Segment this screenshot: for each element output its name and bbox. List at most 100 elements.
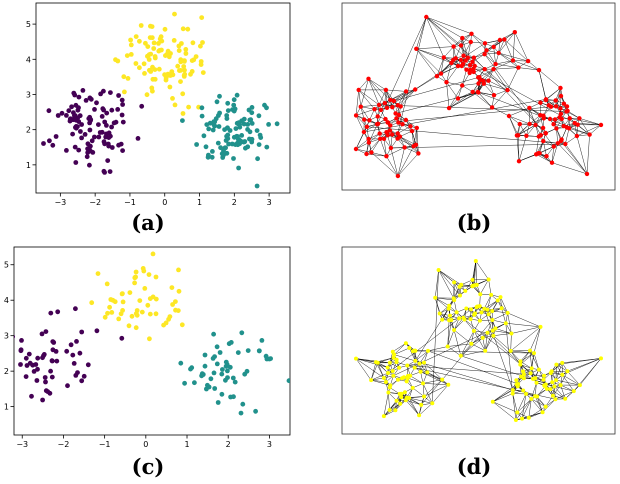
graph-edge — [434, 269, 439, 298]
scatter-point — [87, 162, 92, 168]
graph-node — [543, 131, 548, 136]
x-tick-label: 3 — [267, 440, 272, 449]
scatter-point — [201, 133, 207, 139]
graph-node — [477, 75, 482, 80]
scatter-point — [178, 68, 184, 73]
graph-node — [366, 136, 371, 142]
graph-node — [424, 14, 429, 20]
x-tick-label: −1 — [99, 440, 111, 449]
graph-edge — [483, 69, 494, 82]
graph-node — [566, 126, 572, 131]
graph-edge — [423, 362, 443, 380]
graph-edge — [576, 124, 602, 137]
graph-node — [430, 401, 435, 406]
graph-edge — [371, 377, 384, 381]
graph-edge — [360, 106, 370, 121]
graph-node — [455, 96, 461, 101]
graph-node — [577, 383, 582, 388]
graph-edge — [534, 382, 537, 397]
graph-edge — [508, 115, 520, 125]
graph-node — [558, 138, 564, 144]
graph-node — [587, 132, 592, 137]
graph-node — [452, 328, 457, 332]
graph-edge — [487, 294, 492, 310]
graph-node — [426, 348, 430, 353]
graph-edge — [511, 326, 541, 334]
x-tick-label: 2 — [232, 198, 237, 207]
scatter-point — [87, 120, 92, 126]
graph-node — [396, 112, 402, 118]
graph-node — [440, 317, 445, 322]
graph-node — [395, 136, 400, 141]
graph-edge — [370, 362, 377, 381]
graph-edge — [358, 89, 362, 107]
graph-node — [419, 402, 424, 407]
scatter-point — [178, 360, 184, 366]
graph-edge — [507, 312, 512, 334]
scatter-point — [169, 285, 175, 290]
scatter-point — [158, 34, 164, 40]
graph-edge — [453, 319, 465, 331]
graph-node — [366, 140, 372, 145]
scatter-point — [190, 40, 196, 46]
graph-edge — [493, 67, 519, 70]
scatter-point — [144, 92, 150, 98]
scatter-point — [46, 108, 52, 114]
graph-node — [444, 80, 449, 85]
graph-edge — [404, 147, 419, 154]
graph-node — [473, 259, 478, 263]
graph-node — [451, 44, 456, 49]
graph-edge — [399, 130, 413, 137]
scatter-point — [105, 158, 111, 164]
scatter-point — [102, 119, 108, 125]
x-tick-label: −1 — [124, 198, 136, 207]
scatter-point — [175, 63, 181, 69]
graph-node — [458, 43, 464, 48]
scatter-plot-a: −3 −2 −1 0 1 2 3 1 2 3 4 5 — [26, 2, 291, 207]
graph-edge — [512, 60, 529, 62]
scatter-point — [41, 352, 47, 357]
scatter-point — [95, 271, 101, 276]
graph-edge — [426, 16, 445, 58]
graph-node — [567, 116, 572, 121]
graph-edge — [416, 48, 438, 77]
scatter-point — [220, 367, 225, 372]
graph-node — [407, 346, 412, 350]
graph-node — [541, 377, 546, 382]
graph-node — [538, 324, 543, 329]
graph-edge — [529, 350, 540, 370]
graph-node — [561, 101, 567, 106]
scatter-point — [120, 102, 125, 107]
graph-edge — [449, 315, 455, 331]
graph-node — [403, 89, 409, 94]
graph-node — [558, 383, 563, 388]
graph-edge — [484, 335, 494, 351]
scatter-point — [239, 330, 245, 336]
scatter-point — [176, 288, 182, 294]
graph-edge — [514, 32, 529, 62]
scatter-point — [50, 339, 56, 344]
scatter-point — [96, 134, 102, 140]
graph-edge — [528, 398, 532, 418]
scatter-point — [194, 142, 200, 147]
scatter-point — [244, 368, 250, 374]
graph-edge — [366, 126, 558, 144]
graph-node — [506, 113, 512, 119]
scatter-point — [168, 72, 174, 78]
scatter-point — [212, 386, 218, 391]
graph-edge — [409, 397, 433, 404]
scatter-point — [120, 148, 125, 154]
graph-node — [551, 144, 556, 149]
scatter-point — [192, 380, 197, 386]
graph-edge — [453, 282, 461, 296]
scatter-point — [47, 138, 52, 144]
scatter-point — [84, 154, 90, 160]
graph-node — [491, 67, 496, 72]
graph-node — [369, 150, 374, 155]
scatter-point — [133, 61, 139, 66]
graph-node — [383, 87, 389, 93]
scatter-point — [107, 169, 113, 175]
graph-edge — [447, 343, 472, 347]
graph-edge — [487, 332, 531, 374]
graph-node — [498, 295, 503, 300]
